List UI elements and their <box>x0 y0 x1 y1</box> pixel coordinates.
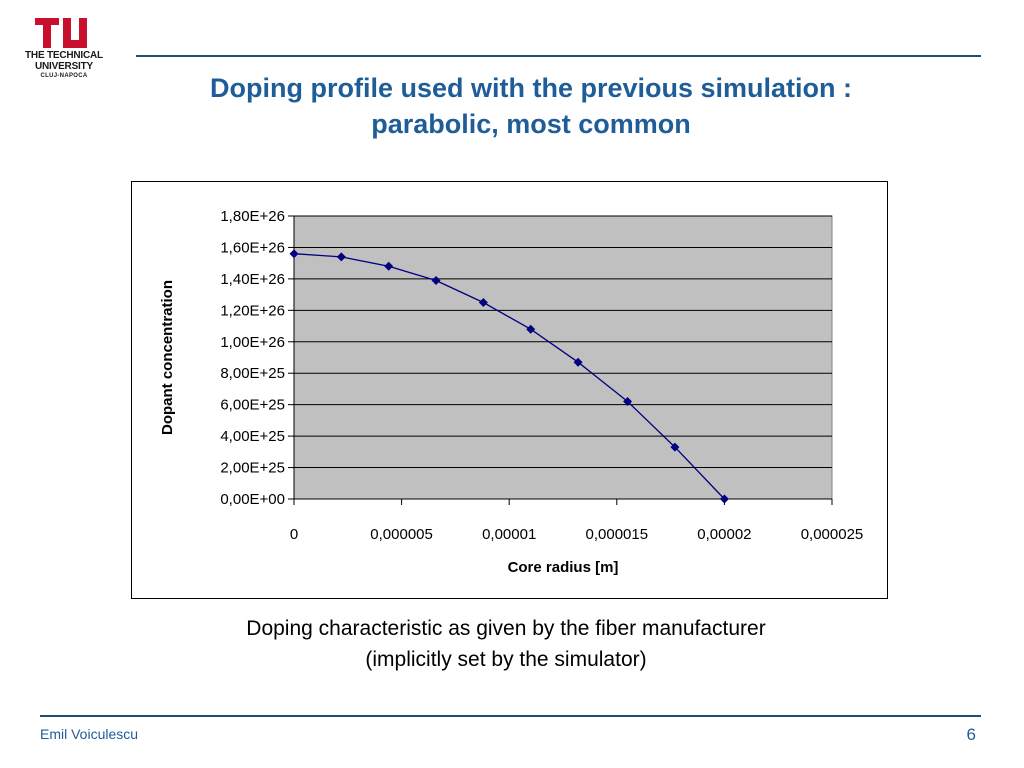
x-axis-title: Core radius [m] <box>508 559 619 576</box>
slide-title: Doping profile used with the previous si… <box>136 70 926 142</box>
university-emblem-icon <box>35 18 87 48</box>
x-tick-label: 0 <box>290 526 298 543</box>
logo-text-line2: UNIVERSITY <box>34 61 93 72</box>
x-tick-label: 0,000005 <box>370 526 433 543</box>
slide-title-line2: parabolic, most common <box>371 109 691 139</box>
caption-line1: Doping characteristic as given by the fi… <box>246 617 766 640</box>
y-tick-label: 1,80E+26 <box>220 208 285 225</box>
chart-caption: Doping characteristic as given by the fi… <box>136 613 876 675</box>
header-divider <box>136 55 981 57</box>
x-tick-label: 0,000025 <box>801 526 864 543</box>
y-tick-label: 1,20E+26 <box>220 302 285 319</box>
plot-area <box>293 215 833 500</box>
logo-text-line1: THE TECHNICAL <box>25 50 103 61</box>
doping-profile-chart: 0,00E+00 2,00E+25 4,00E+25 6,00E+25 8,00E+25… <box>159 208 864 576</box>
y-axis-title: Dopant concentration <box>159 280 176 435</box>
series-line <box>293 253 725 500</box>
caption-line2: (implicitly set by the simulator) <box>365 648 647 671</box>
data-point <box>478 297 488 307</box>
data-point <box>623 397 633 407</box>
chart-frame: 0,00E+00 2,00E+25 4,00E+25 6,00E+25 8,00E+25… <box>131 181 888 599</box>
data-point <box>670 442 680 452</box>
data-point <box>431 275 441 285</box>
y-tick-label: 4,00E+25 <box>220 428 285 445</box>
x-tick-label: 0,000015 <box>586 526 649 543</box>
y-tick-label: 1,40E+26 <box>220 271 285 288</box>
data-point <box>719 494 729 504</box>
y-tick-label: 6,00E+25 <box>220 397 285 414</box>
y-tick-label: 0,00E+00 <box>220 491 285 508</box>
footer-divider <box>40 715 981 717</box>
university-logo: THE TECHNICAL UNIVERSITY CLUJ-NAPOCA <box>14 16 114 81</box>
y-tick-label: 2,00E+25 <box>220 460 285 477</box>
page-number: 6 <box>966 725 976 744</box>
y-tick-label: 8,00E+25 <box>220 365 285 382</box>
y-tick-label: 1,00E+26 <box>220 334 285 351</box>
logo-text-line3: CLUJ-NAPOCA <box>40 73 88 79</box>
data-point <box>289 249 299 259</box>
footer-author: Emil Voiculescu <box>40 726 139 742</box>
data-point <box>336 252 346 262</box>
x-tick-label: 0,00002 <box>697 526 751 543</box>
slide-title-line1: Doping profile used with the previous si… <box>209 73 853 103</box>
y-tick-label: 1,60E+26 <box>220 239 285 256</box>
x-tick-label: 0,00001 <box>482 526 536 543</box>
data-point <box>384 261 394 271</box>
data-point <box>526 324 536 334</box>
data-point <box>573 357 583 367</box>
